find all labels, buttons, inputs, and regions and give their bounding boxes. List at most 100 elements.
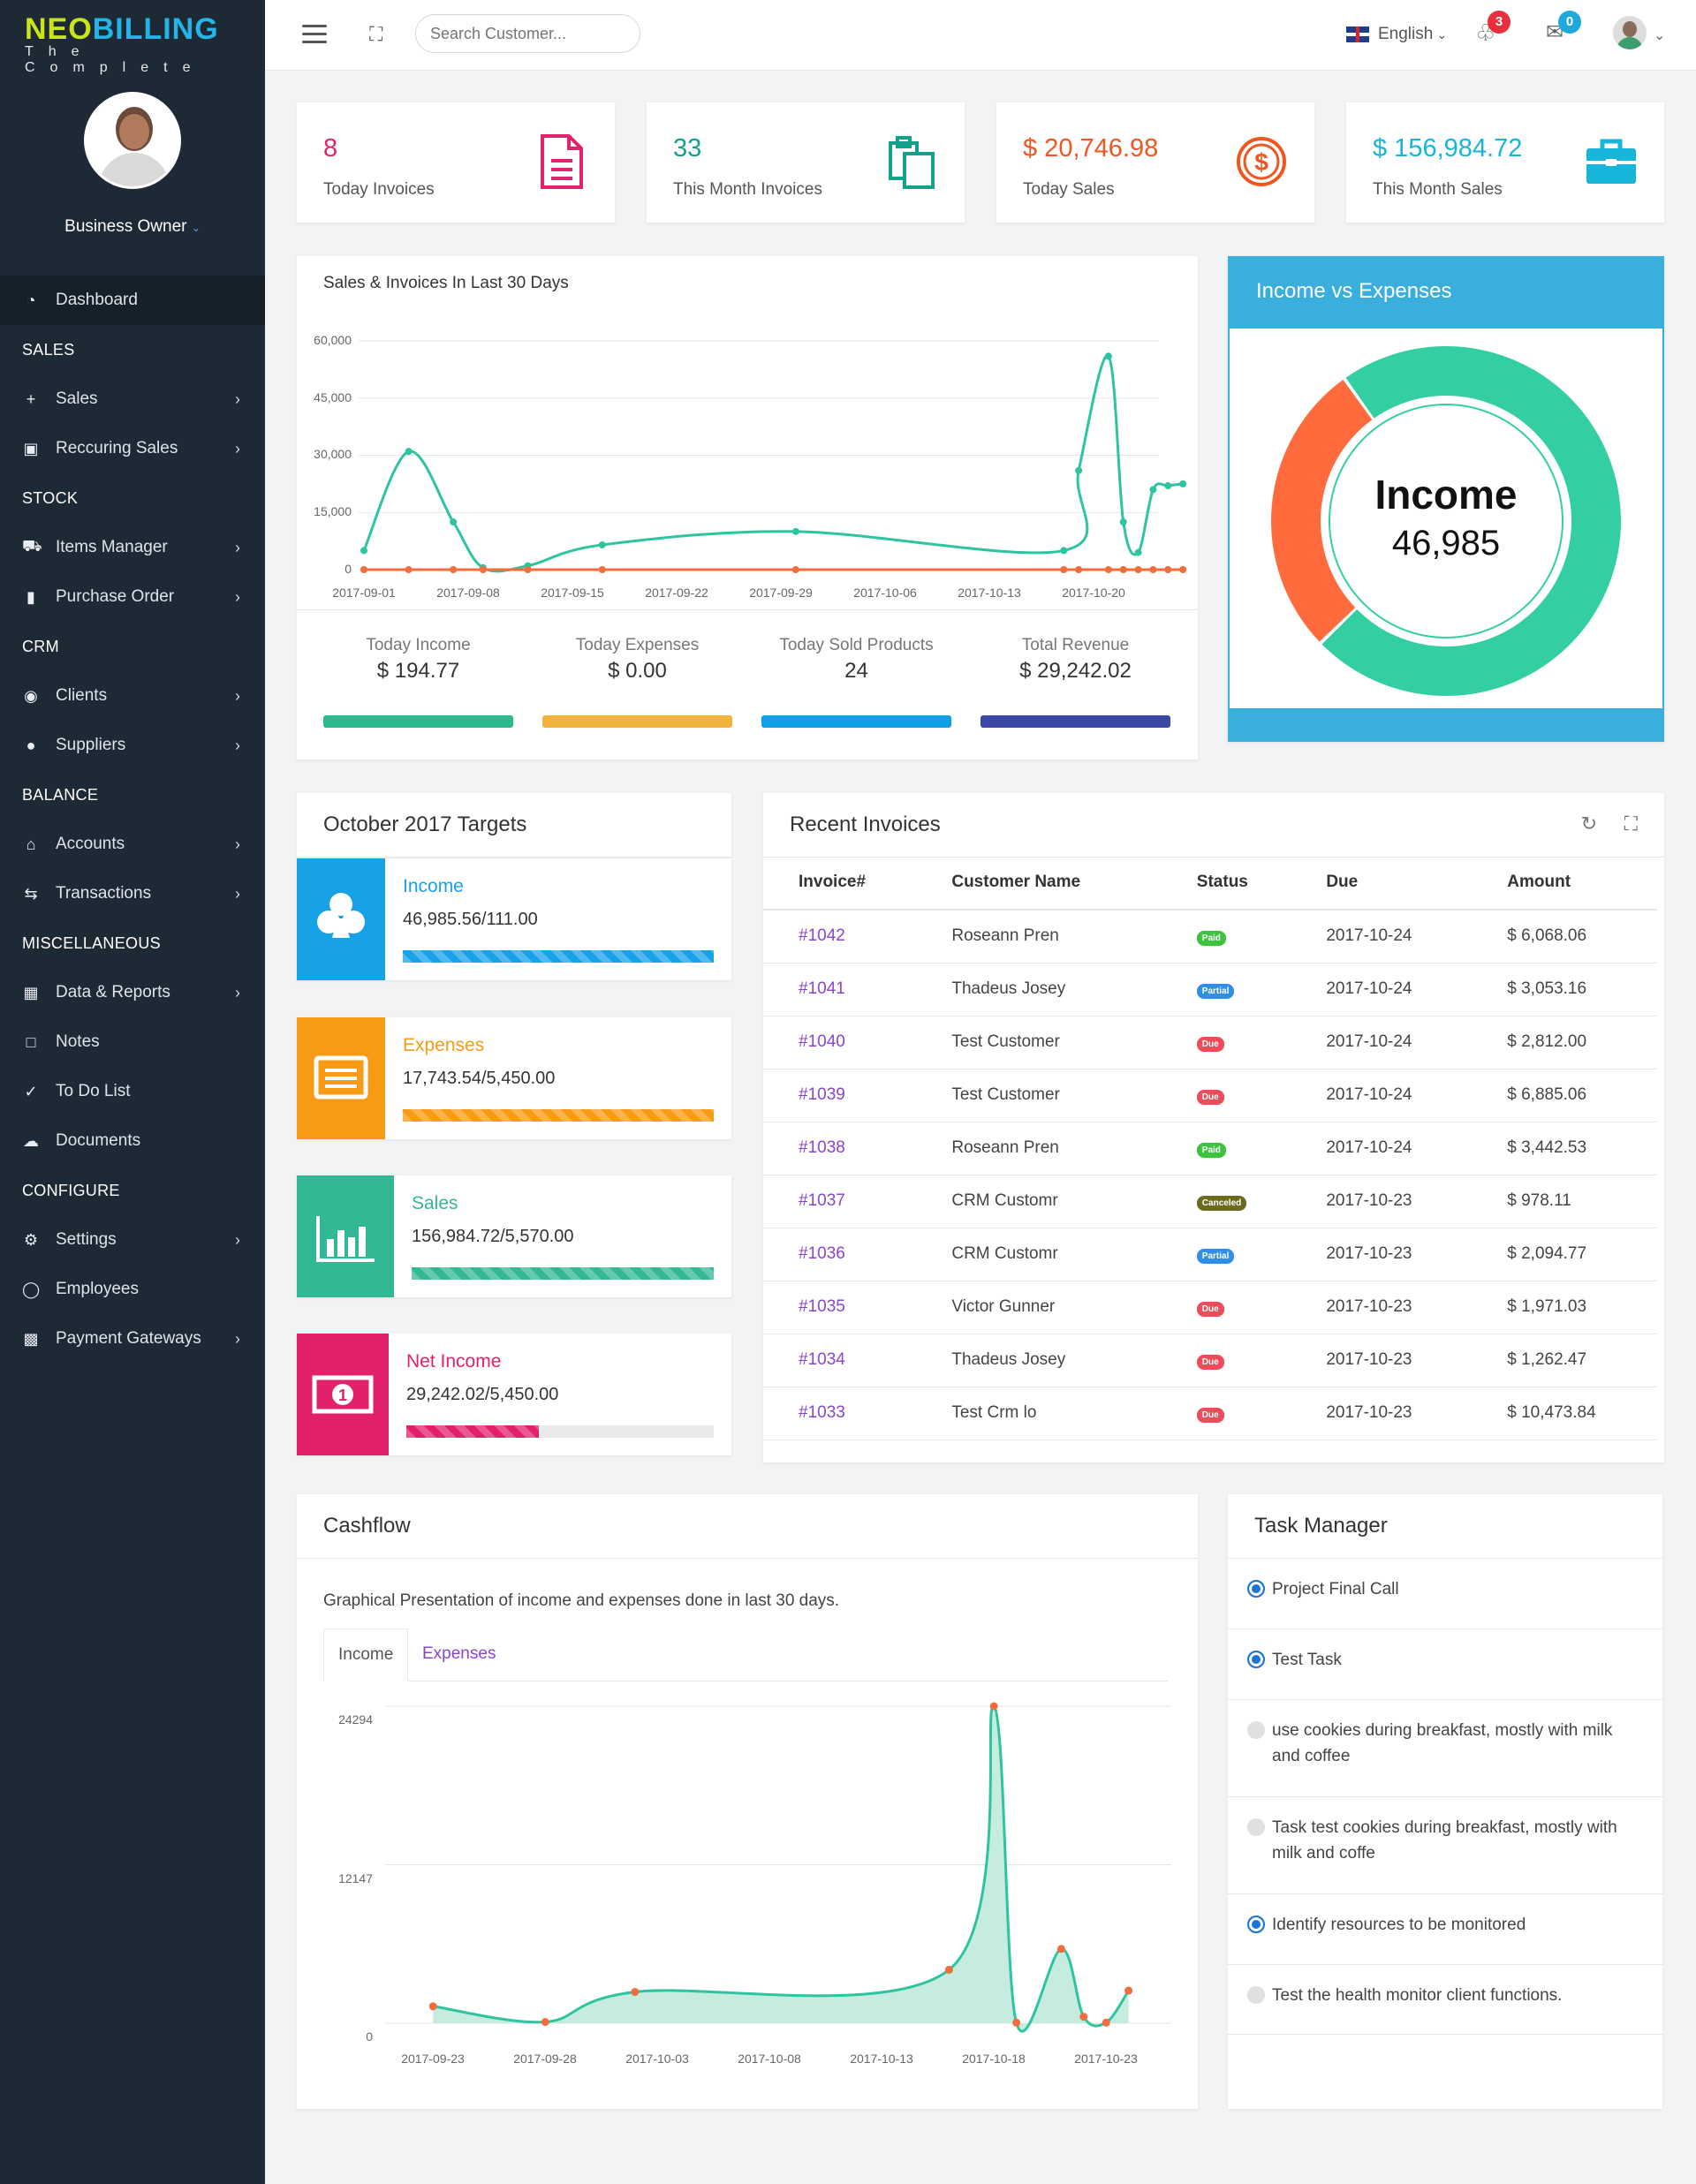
table-row[interactable]: #1040 Test Customer Due 2017-10-24 $ 2,812.0…	[763, 1016, 1657, 1069]
stat-card-today-sales: $ 20,746.98 Today Sales $	[996, 102, 1314, 223]
table-row[interactable]: #1036 CRM Customr Partial 2017-10-23 $ 2,094…	[763, 1228, 1657, 1281]
fullscreen-icon[interactable]: ⛶	[369, 23, 383, 45]
column-header[interactable]: Invoice#	[763, 855, 917, 911]
profile-menu[interactable]: Business Owner ⌄	[0, 217, 265, 237]
language-selector[interactable]: English ⌄	[1346, 25, 1447, 44]
mail-icon[interactable]: ✉ 0	[1546, 11, 1581, 45]
checkbox-icon[interactable]	[1247, 1986, 1265, 2004]
invoice-link[interactable]: #1040	[799, 1032, 845, 1051]
refresh-icon[interactable]: ↻	[1580, 812, 1597, 835]
chevron-down-icon: ⌄	[191, 222, 201, 234]
bank-icon: ⌂	[26, 835, 36, 853]
invoice-link[interactable]: #1035	[799, 1297, 845, 1316]
column-header[interactable]: Amount	[1472, 855, 1657, 911]
due-date: 2017-10-24	[1291, 1122, 1473, 1175]
target-name: Income	[403, 876, 464, 896]
targets-header: October 2017 Targets	[297, 793, 731, 857]
sidebar-item-label: Suppliers	[56, 736, 126, 754]
sidebar-item-transactions[interactable]: ⇆ Transactions ›	[0, 869, 265, 918]
sidebar-item-settings[interactable]: ⚙ Settings ›	[0, 1215, 265, 1265]
customer-name: CRM Customr	[916, 1175, 1162, 1228]
brand-logo[interactable]: NEOBILLING The Complete	[0, 0, 265, 75]
kpi-today-sold-products: Today Sold Products 24	[761, 636, 951, 728]
cashflow-card: Cashflow Graphical Presentation of incom…	[297, 1494, 1198, 2109]
table-row[interactable]: #1037 CRM Customr Canceled 2017-10-23 $ 978.…	[763, 1175, 1657, 1228]
invoice-link[interactable]: #1038	[799, 1138, 845, 1157]
clipboard-icon	[889, 136, 935, 189]
section-crm: CRM	[22, 637, 59, 655]
sidebar-item-accounts[interactable]: ⌂ Accounts ›	[0, 820, 265, 869]
checkbox-icon[interactable]	[1247, 1818, 1265, 1836]
invoice-link[interactable]: #1037	[799, 1191, 845, 1210]
kpi-bar	[761, 715, 951, 728]
table-row[interactable]: #1034 Thadeus Josey Due 2017-10-23 $ 1,262.4…	[763, 1334, 1657, 1387]
expand-icon[interactable]: ⛶	[1624, 812, 1638, 835]
table-row[interactable]: #1035 Victor Gunner Due 2017-10-23 $ 1,971.0…	[763, 1281, 1657, 1334]
table-row[interactable]: #1038 Roseann Pren Paid 2017-10-24 $ 3,442.5…	[763, 1122, 1657, 1175]
sidebar-item-dashboard[interactable]: ◔ Dashboard	[0, 276, 265, 325]
customer-name: Thadeus Josey	[916, 963, 1162, 1016]
cloud-icon: ☁	[23, 1131, 39, 1150]
task-item[interactable]: Project Final Call	[1228, 1558, 1662, 1629]
amount: $ 6,885.06	[1472, 1069, 1657, 1122]
customer-name: Thadeus Josey	[916, 1334, 1162, 1387]
chevron-right-icon: ›	[235, 736, 240, 754]
table-row[interactable]: #1033 Test Crm lo Due 2017-10-23 $ 10,473.84	[763, 1387, 1657, 1440]
invoice-link[interactable]: #1039	[799, 1085, 845, 1104]
kpi-bar	[980, 715, 1170, 728]
checkbox-icon[interactable]	[1247, 1580, 1265, 1598]
cashflow-point	[428, 2002, 437, 2011]
sidebar-item-suppliers[interactable]: ● Suppliers ›	[0, 721, 265, 770]
invoice-link[interactable]: #1041	[799, 979, 845, 998]
invoice-link[interactable]: #1033	[799, 1403, 845, 1422]
kpi-value: $ 194.77	[376, 659, 460, 683]
sidebar-item-documents[interactable]: ☁ Documents	[0, 1116, 265, 1166]
invoice-link[interactable]: #1036	[799, 1244, 845, 1263]
chevron-right-icon: ›	[235, 884, 240, 903]
checkbox-icon[interactable]	[1247, 1916, 1265, 1933]
sidebar-item-items-manager[interactable]: ⛟ Items Manager ›	[0, 523, 265, 572]
sidebar-item-todo[interactable]: ✓ To Do List	[0, 1067, 265, 1116]
customer-name: Test Customer	[916, 1016, 1162, 1069]
section-sales: SALES	[22, 340, 75, 359]
invoice-link[interactable]: #1034	[799, 1350, 845, 1369]
sidebar-item-sales[interactable]: + Sales ›	[0, 374, 265, 424]
notifications-bell-icon[interactable]: ♧ 3	[1475, 11, 1510, 47]
task-item[interactable]: Test the health monitor client functions…	[1228, 1964, 1662, 2035]
task-item[interactable]: use cookies during breakfast, mostly wit…	[1228, 1699, 1662, 1796]
user-avatar[interactable]	[1613, 16, 1647, 49]
column-header[interactable]: Due	[1291, 855, 1473, 911]
column-header[interactable]: Customer Name	[916, 855, 1162, 911]
search-input[interactable]	[415, 14, 640, 53]
checkbox-icon[interactable]	[1247, 1721, 1265, 1739]
kpi-label: Today Income	[366, 636, 471, 654]
task-item[interactable]: Identify resources to be monitored	[1228, 1893, 1662, 1964]
invoice-number: #1039	[763, 1069, 917, 1122]
sidebar-item-clients[interactable]: ◉ Clients ›	[0, 671, 265, 721]
checkbox-icon[interactable]	[1247, 1651, 1265, 1668]
sidebar-item-data-reports[interactable]: ▦ Data & Reports ›	[0, 968, 265, 1017]
invoice-link[interactable]: #1042	[799, 926, 845, 946]
tab-income[interactable]: Income	[323, 1629, 409, 1681]
users-icon: ◉	[24, 686, 38, 705]
amount: $ 2,094.77	[1472, 1228, 1657, 1281]
sidebar-item-payment-gateways[interactable]: ▩ Payment Gateways ›	[0, 1314, 265, 1364]
sidebar-item-notes[interactable]: □ Notes	[0, 1017, 265, 1067]
task-item[interactable]: Test Task	[1228, 1629, 1662, 1699]
chevron-down-icon[interactable]: ⌄	[1654, 28, 1666, 43]
menu-toggle-icon[interactable]	[302, 25, 327, 44]
table-row[interactable]: #1041 Thadeus Josey Partial 2017-10-24 $ 3,0…	[763, 963, 1657, 1016]
table-row[interactable]: #1042 Roseann Pren Paid 2017-10-24 $ 6,068.0…	[763, 910, 1657, 964]
task-item[interactable]: Task test cookies during breakfast, most…	[1228, 1796, 1662, 1893]
clipboard-icon: □	[26, 1032, 36, 1051]
cashflow-tabs: Income Expenses	[323, 1629, 1168, 1681]
column-header[interactable]: Status	[1161, 855, 1291, 911]
tab-expenses[interactable]: Expenses	[422, 1644, 496, 1663]
brand-tagline: The Complete	[25, 44, 206, 75]
customer-name: Roseann Pren	[916, 1122, 1162, 1175]
sidebar-item-employees[interactable]: ◯ Employees	[0, 1265, 265, 1314]
table-row[interactable]: #1039 Test Customer Due 2017-10-24 $ 6,885.0…	[763, 1069, 1657, 1122]
report-icon: ▦	[23, 983, 39, 1001]
sidebar-item-purchase-order[interactable]: ▮ Purchase Order ›	[0, 572, 265, 622]
sidebar-item-recurring-sales[interactable]: ▣ Reccuring Sales ›	[0, 424, 265, 473]
